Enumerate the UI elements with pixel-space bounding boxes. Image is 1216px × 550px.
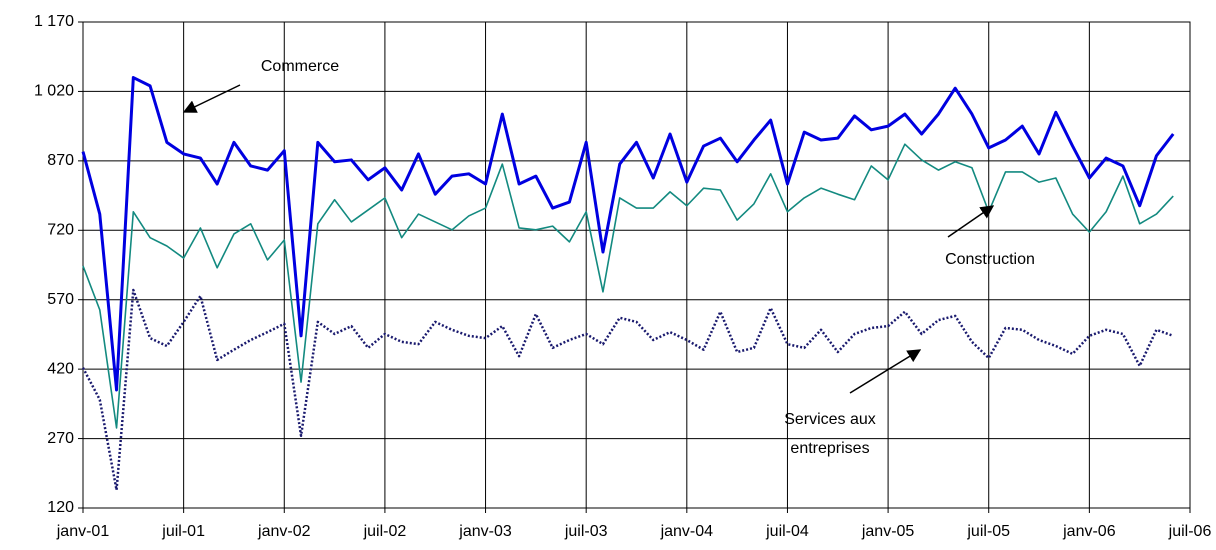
annotation: Commerce <box>261 58 339 75</box>
x-tick-label: juil-01 <box>161 523 205 540</box>
lines <box>81 76 1175 492</box>
y-tick-label: 270 <box>47 430 74 447</box>
x-tick-label: janv-03 <box>458 523 512 540</box>
annotation: Services aux <box>784 411 876 428</box>
x-tick-label: juil-04 <box>765 523 809 540</box>
arrow <box>849 349 922 394</box>
series-line <box>81 288 1174 492</box>
y-tick-label: 720 <box>47 222 74 239</box>
arrow <box>947 205 995 238</box>
x-tick-label: janv-04 <box>660 523 714 540</box>
x-tick-label: juil-05 <box>966 523 1010 540</box>
y-tick-label: 120 <box>47 499 74 516</box>
x-tick-label: janv-06 <box>1062 523 1116 540</box>
x-tick-label: juil-03 <box>564 523 608 540</box>
annotation: entreprises <box>790 440 869 457</box>
y-tick-label: 870 <box>47 152 74 169</box>
series-line <box>82 143 1174 429</box>
x-tick-label: janv-02 <box>257 523 311 540</box>
x-tick-label: janv-01 <box>56 523 110 540</box>
x-tick-label: juil-06 <box>1168 523 1212 540</box>
annotation: Construction <box>945 251 1035 268</box>
y-tick-label: 420 <box>47 360 74 377</box>
y-tick-label: 1 020 <box>34 83 74 100</box>
x-tick-label: janv-05 <box>861 523 915 540</box>
y-tick-label: 570 <box>47 291 74 308</box>
series-line <box>81 76 1175 392</box>
grid: 120 270 420 570 720 870 1 020 1 170 janv-01 juil-… <box>34 13 1211 540</box>
x-tick-label: juil-02 <box>363 523 407 540</box>
plot-border <box>82 21 1191 509</box>
arrow <box>182 84 241 113</box>
y-tick-label: 1 170 <box>34 13 74 30</box>
